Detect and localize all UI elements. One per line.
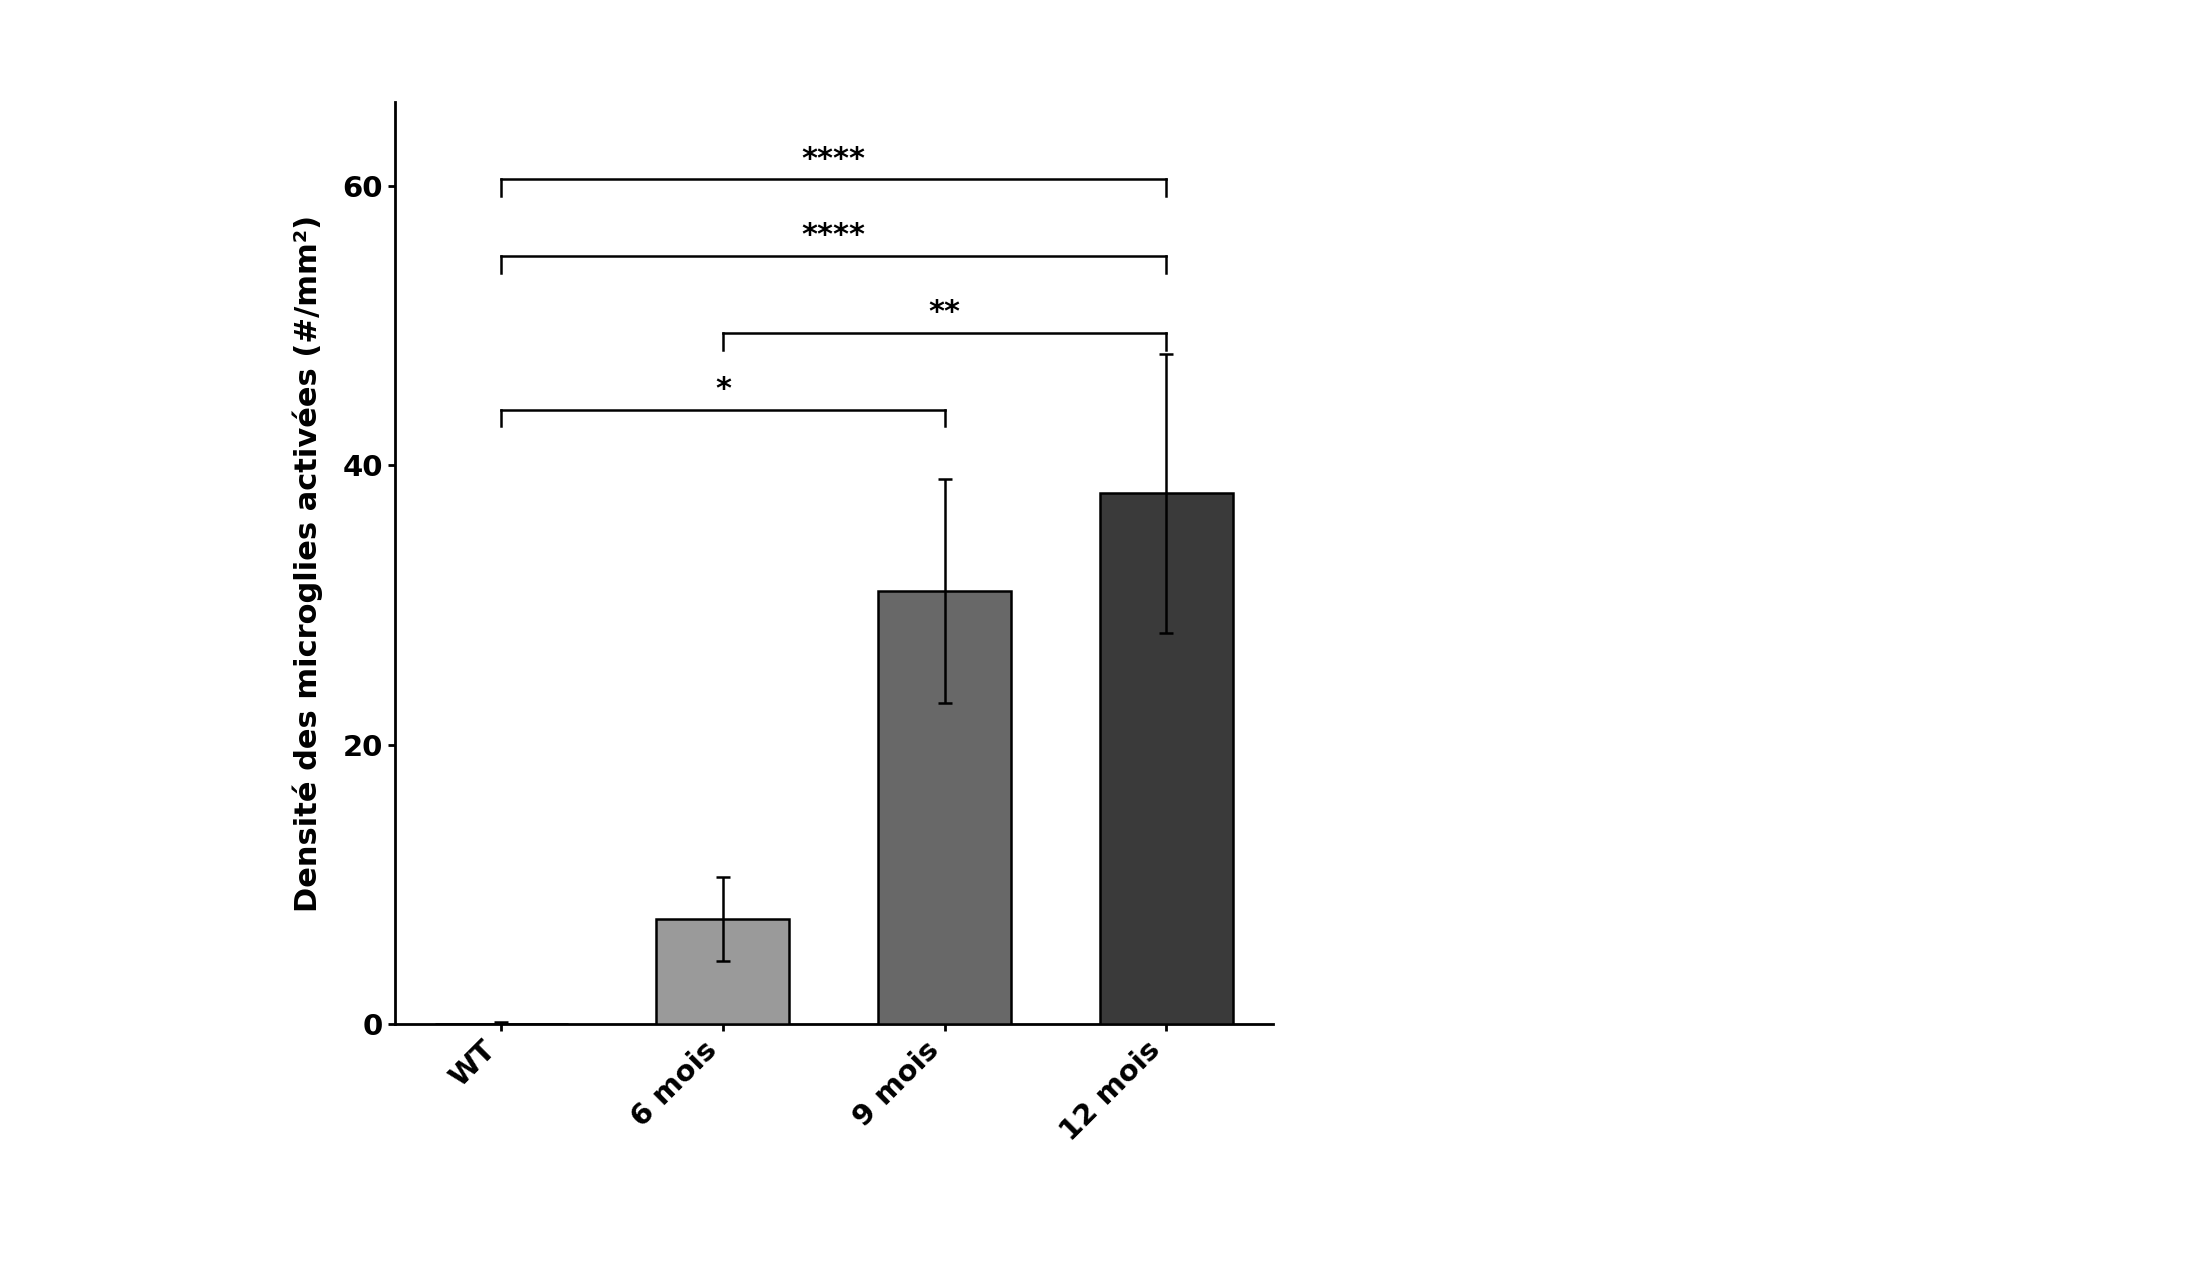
Y-axis label: Densité des microglies activées (#/mm²): Densité des microglies activées (#/mm²) <box>292 215 323 911</box>
Bar <box>656 919 790 1024</box>
Bar <box>878 591 1011 1024</box>
Text: ****: **** <box>801 221 867 251</box>
Text: **: ** <box>928 298 961 328</box>
Text: ****: **** <box>801 145 867 174</box>
Bar <box>1099 493 1233 1024</box>
Text: *: * <box>715 375 731 404</box>
